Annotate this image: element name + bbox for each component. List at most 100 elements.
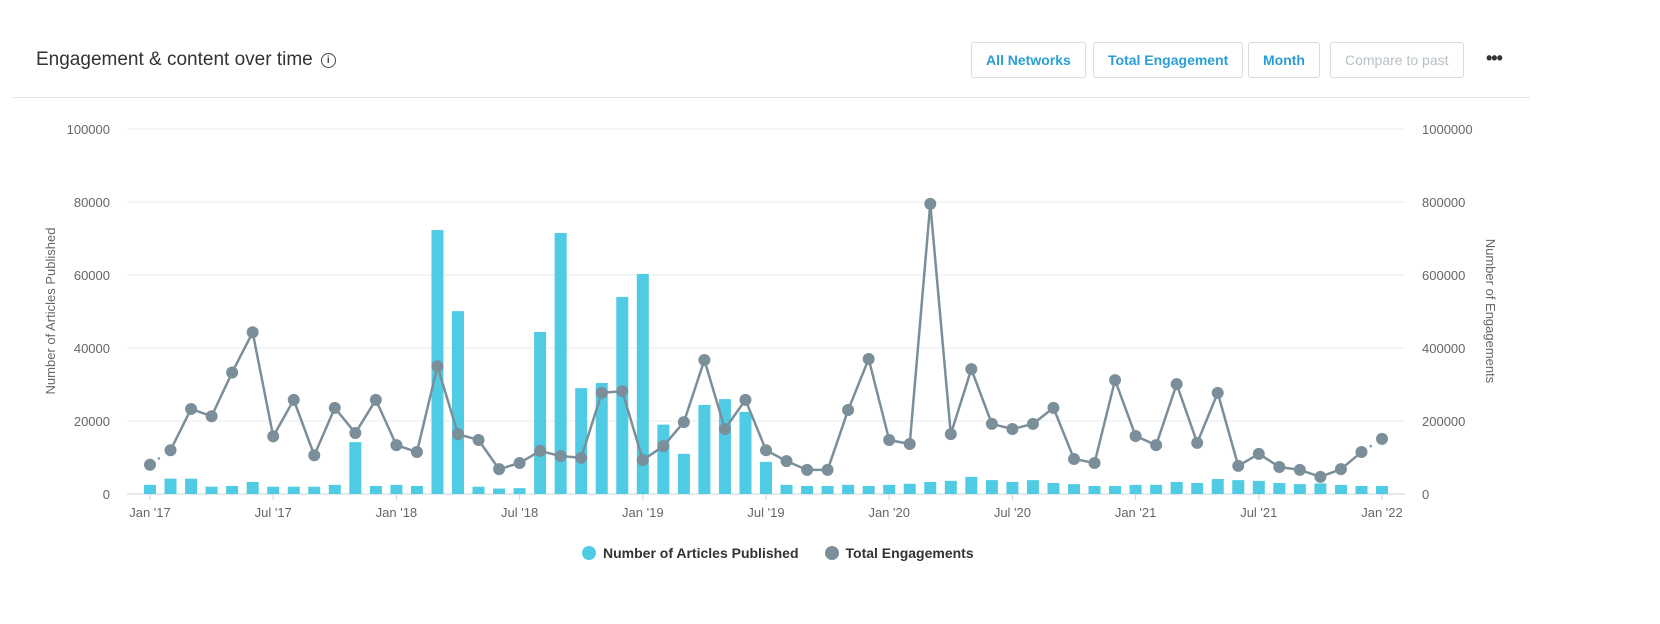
bar-articles [1068, 484, 1080, 494]
bar-articles [965, 476, 978, 494]
bar-articles [1047, 483, 1060, 494]
header-divider [12, 97, 1530, 98]
point-engagements [349, 427, 362, 440]
point-engagements [410, 446, 423, 459]
bar-articles [801, 485, 814, 494]
point-engagements [1355, 446, 1368, 459]
bar-articles [657, 424, 670, 494]
compare-to-past-button[interactable]: Compare to past [1330, 42, 1464, 78]
point-engagements [554, 450, 567, 463]
bar-articles [144, 484, 156, 494]
total-engagement-button[interactable]: Total Engagement [1093, 42, 1244, 78]
info-icon[interactable]: i [320, 53, 336, 68]
bar-articles [1252, 480, 1265, 494]
point-engagements [1150, 439, 1163, 452]
line-segment-engagements [313, 407, 336, 456]
point-engagements [965, 363, 978, 376]
point-engagements [144, 458, 156, 471]
bar-articles [287, 486, 300, 494]
point-engagements [431, 360, 444, 373]
bar-articles [1088, 485, 1101, 494]
point-engagements [1273, 460, 1286, 473]
point-engagements [636, 454, 649, 467]
y-left-tick: 60000 [74, 268, 110, 283]
bar-articles [1191, 483, 1204, 494]
point-engagements [1252, 447, 1265, 460]
point-engagements [1026, 417, 1039, 430]
y-right-tick: 0 [1422, 487, 1429, 502]
line-segment-engagements [251, 332, 275, 437]
bar-articles [1170, 481, 1183, 494]
line-segment-engagements [744, 399, 768, 451]
bar-articles [1355, 485, 1368, 494]
legend-engagements[interactable]: Total Engagements [824, 545, 974, 561]
bar-articles [595, 383, 608, 494]
bar-articles [390, 484, 403, 494]
point-engagements [1068, 452, 1080, 465]
bar-articles [267, 486, 280, 494]
bar-articles [1232, 480, 1245, 494]
month-button[interactable]: Month [1248, 42, 1320, 78]
y-left-tick: 80000 [74, 195, 110, 210]
legend-articles-label: Number of Articles Published [603, 545, 799, 561]
line-segment-engagements [682, 359, 706, 423]
point-engagements [1047, 401, 1060, 414]
bar-articles [226, 485, 239, 494]
point-engagements [390, 439, 403, 452]
bar-articles [903, 483, 916, 494]
all-networks-button[interactable]: All Networks [971, 42, 1086, 78]
line-segment-engagements [949, 368, 973, 435]
legend-engagements-marker [824, 546, 839, 560]
point-engagements [493, 463, 506, 476]
line-segment-engagements [272, 399, 295, 437]
point-engagements [883, 433, 896, 446]
y-right-tick: 800000 [1422, 195, 1465, 210]
bar-articles [1026, 480, 1039, 494]
point-engagements [452, 428, 464, 441]
point-engagements [616, 385, 629, 398]
point-engagements [985, 417, 998, 430]
chart-title: Engagement & content over time i [36, 49, 336, 71]
legend-articles[interactable]: Number of Articles Published [582, 545, 799, 561]
point-engagements [1109, 374, 1122, 387]
y-right-tick: 400000 [1422, 341, 1465, 356]
bar-articles [1314, 483, 1327, 494]
point-engagements [1314, 470, 1327, 483]
point-engagements [924, 197, 937, 210]
bar-articles [862, 485, 875, 494]
point-engagements [1129, 429, 1142, 442]
bar-articles [1150, 484, 1163, 494]
x-tick-label: Jan '22 [1361, 505, 1403, 520]
bar-articles [1273, 483, 1286, 494]
line-segment-engagements [169, 408, 193, 451]
bar-articles [760, 461, 772, 494]
point-engagements [862, 352, 875, 365]
bar-articles [1129, 484, 1142, 494]
x-tick-label: Jul '18 [501, 505, 538, 520]
x-tick-label: Jul '20 [994, 505, 1031, 520]
point-engagements [1170, 378, 1183, 391]
line-segment-engagements [621, 390, 644, 461]
y-left-tick: 40000 [74, 341, 110, 356]
legend-engagements-label: Total Engagements [845, 545, 974, 561]
point-engagements [1211, 386, 1224, 399]
bar-articles [677, 453, 690, 494]
bar-articles [308, 486, 321, 494]
x-tick-label: Jan '21 [1115, 505, 1157, 520]
y-left-tick: 20000 [74, 414, 110, 429]
line-segment-engagements [415, 365, 439, 453]
bar-articles [1334, 484, 1347, 494]
line-segment-engagements [1154, 383, 1178, 446]
point-engagements [595, 386, 608, 399]
bar-articles [205, 486, 218, 494]
point-engagements [1088, 456, 1101, 469]
point-engagements [760, 444, 772, 457]
point-engagements [287, 393, 300, 406]
bar-articles [349, 442, 362, 494]
bar-articles [185, 478, 198, 494]
point-engagements [657, 440, 670, 453]
bar-articles [1293, 484, 1306, 494]
more-horizontal-icon[interactable]: ••• [1486, 48, 1503, 68]
